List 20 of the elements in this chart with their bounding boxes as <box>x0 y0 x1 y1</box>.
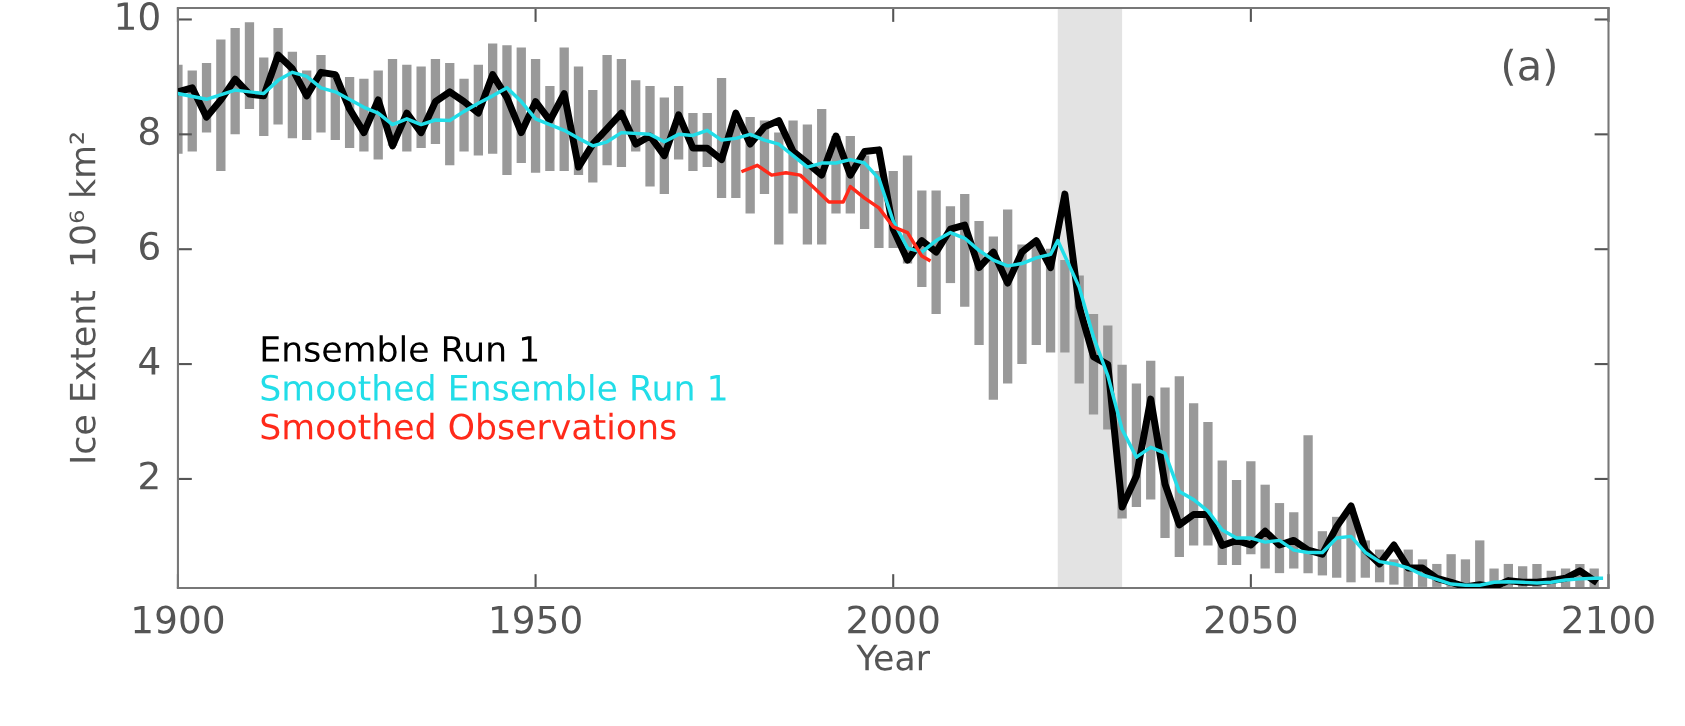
y-tick-label: 4 <box>139 347 160 375</box>
y-tick-label: 10 <box>117 1 159 31</box>
x-axis-title: Year <box>856 644 930 671</box>
y-tick-label: 2 <box>140 461 158 490</box>
y-tick-label: 6 <box>140 231 159 261</box>
x-tick-label: 2100 <box>1563 605 1654 634</box>
x-tick-label: 1950 <box>491 605 581 634</box>
x-tick-label: 2000 <box>848 605 939 634</box>
x-tick-label: 1900 <box>134 605 224 634</box>
bar <box>1060 260 1070 353</box>
x-tick-label: 2050 <box>1205 605 1297 634</box>
bar <box>774 132 784 245</box>
y-tick-label: 8 <box>139 116 159 146</box>
bar <box>1303 435 1313 574</box>
y-axis-title: Ice Extent 10⁶ km² <box>68 133 96 462</box>
text: Smoothed Ensemble Run 1 <box>261 374 726 401</box>
annotation: (a) <box>1503 48 1555 86</box>
text: Smoothed Observations <box>261 412 676 440</box>
text: Ensemble Run 1 <box>262 335 538 363</box>
line-series <box>741 163 931 262</box>
